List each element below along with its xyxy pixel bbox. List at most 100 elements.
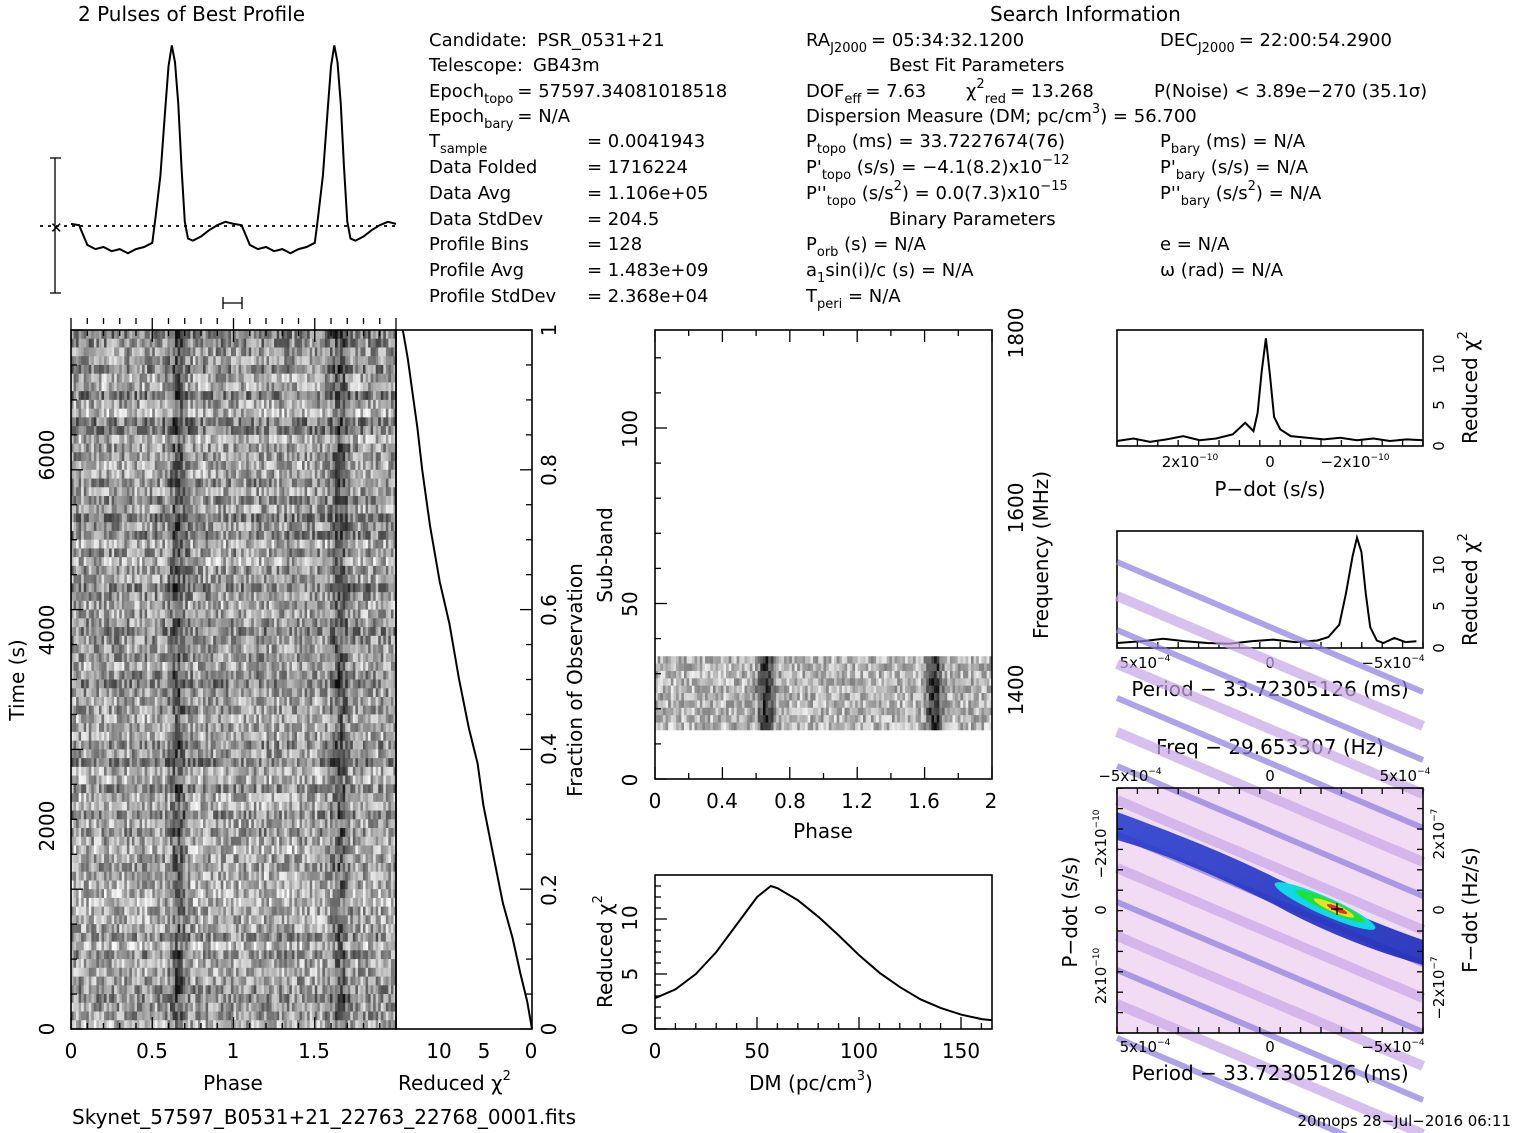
tp-cell [261,452,265,462]
tp-cell [342,469,346,479]
tp-cell [104,408,107,418]
tp-cell [296,408,300,418]
tp-cell [368,644,372,654]
tp-cell [373,356,377,366]
tp-cell [271,504,275,514]
tp-cell [180,653,184,663]
tp-cell [340,504,344,514]
tp-cell [220,426,224,436]
tp-cell [251,592,255,602]
tp-cell [86,644,90,654]
tp-cell [172,574,176,584]
tp-cell [208,592,212,602]
tp-cell [149,662,153,672]
tp-cell [368,609,372,619]
tp-cell [172,653,176,663]
tp-cell [215,513,219,523]
tp-cell [233,469,237,479]
tp-cell [355,356,359,366]
tp-cell [121,478,125,488]
tp-cell [83,452,87,462]
tp-cell [350,565,354,576]
tp-cell [230,382,234,392]
tp-cell [329,478,333,488]
tp-cell [312,399,316,410]
tp-cell [210,382,214,392]
tp-cell [347,600,351,610]
tp-cell [119,356,123,366]
tp-cell [111,644,115,654]
tp-cell [388,408,392,418]
info-profile-avg-value: = 1.483e+09 [587,260,708,281]
tp-cell [109,522,113,532]
tp-cell [81,618,85,628]
tp-cell [256,478,260,488]
tp-cell [294,565,298,576]
tp-cell [106,478,110,488]
tp-cell [248,452,252,462]
tp-cell [304,513,308,523]
tp-cell [121,635,125,645]
tp-cell [116,548,120,558]
tp-cell [167,530,171,541]
tp-cell [365,565,369,576]
tp-cell [104,557,107,567]
tp-cell [327,627,331,637]
tp-cell [347,530,351,541]
tp-cell [142,644,146,654]
tp-cell [172,408,176,418]
tp-cell [243,635,247,645]
tp-cell [279,504,283,514]
tp-cell [149,627,153,637]
tp-cell [152,600,156,610]
tp-cell [302,592,305,602]
tp-cell [182,644,186,654]
tp-cell [78,496,82,506]
tp-cell [248,373,252,383]
tp-cell [91,574,95,584]
tp-cell [319,487,323,497]
tp-cell [256,548,260,558]
tp-cell [147,653,151,663]
tp-cell [243,356,247,366]
tp-cell [279,662,283,672]
tp-cell [223,330,227,340]
tp-cell [393,443,397,453]
tp-cell [220,347,224,357]
tp-cell [126,426,130,436]
tp-cell [340,496,344,506]
tp-cell [129,469,133,479]
tp-cell [152,513,156,523]
tp-cell [388,530,392,541]
tp-cell [197,469,201,479]
tp-cell [279,399,283,410]
tp-cell [319,504,323,514]
tp-cell [296,592,300,602]
tp-cell [332,565,336,576]
tp-cell [291,496,295,506]
tp-cell [342,417,346,427]
tp-cell [243,382,247,392]
tp-cell [170,382,173,392]
tp-cell [291,356,295,366]
tp-cell [225,496,229,506]
tp-cell [352,452,356,462]
tp-cell [362,452,366,462]
tp-cell [91,469,95,479]
tp-cell [365,530,369,541]
tp-cell [111,356,115,366]
tp-cell [256,434,260,444]
tp-cell [182,635,186,645]
tp-cell [317,399,321,410]
tp-cell [119,530,123,541]
tp-cell [266,530,270,541]
tp-cell [73,487,77,497]
tp-cell [302,565,305,576]
tp-cell [246,504,250,514]
tp-cell [284,434,288,444]
tp-cell [362,574,366,584]
tp-cell [294,504,298,514]
tp-cell [329,522,333,532]
tp-cell [314,330,318,340]
tp-cell [347,434,351,444]
